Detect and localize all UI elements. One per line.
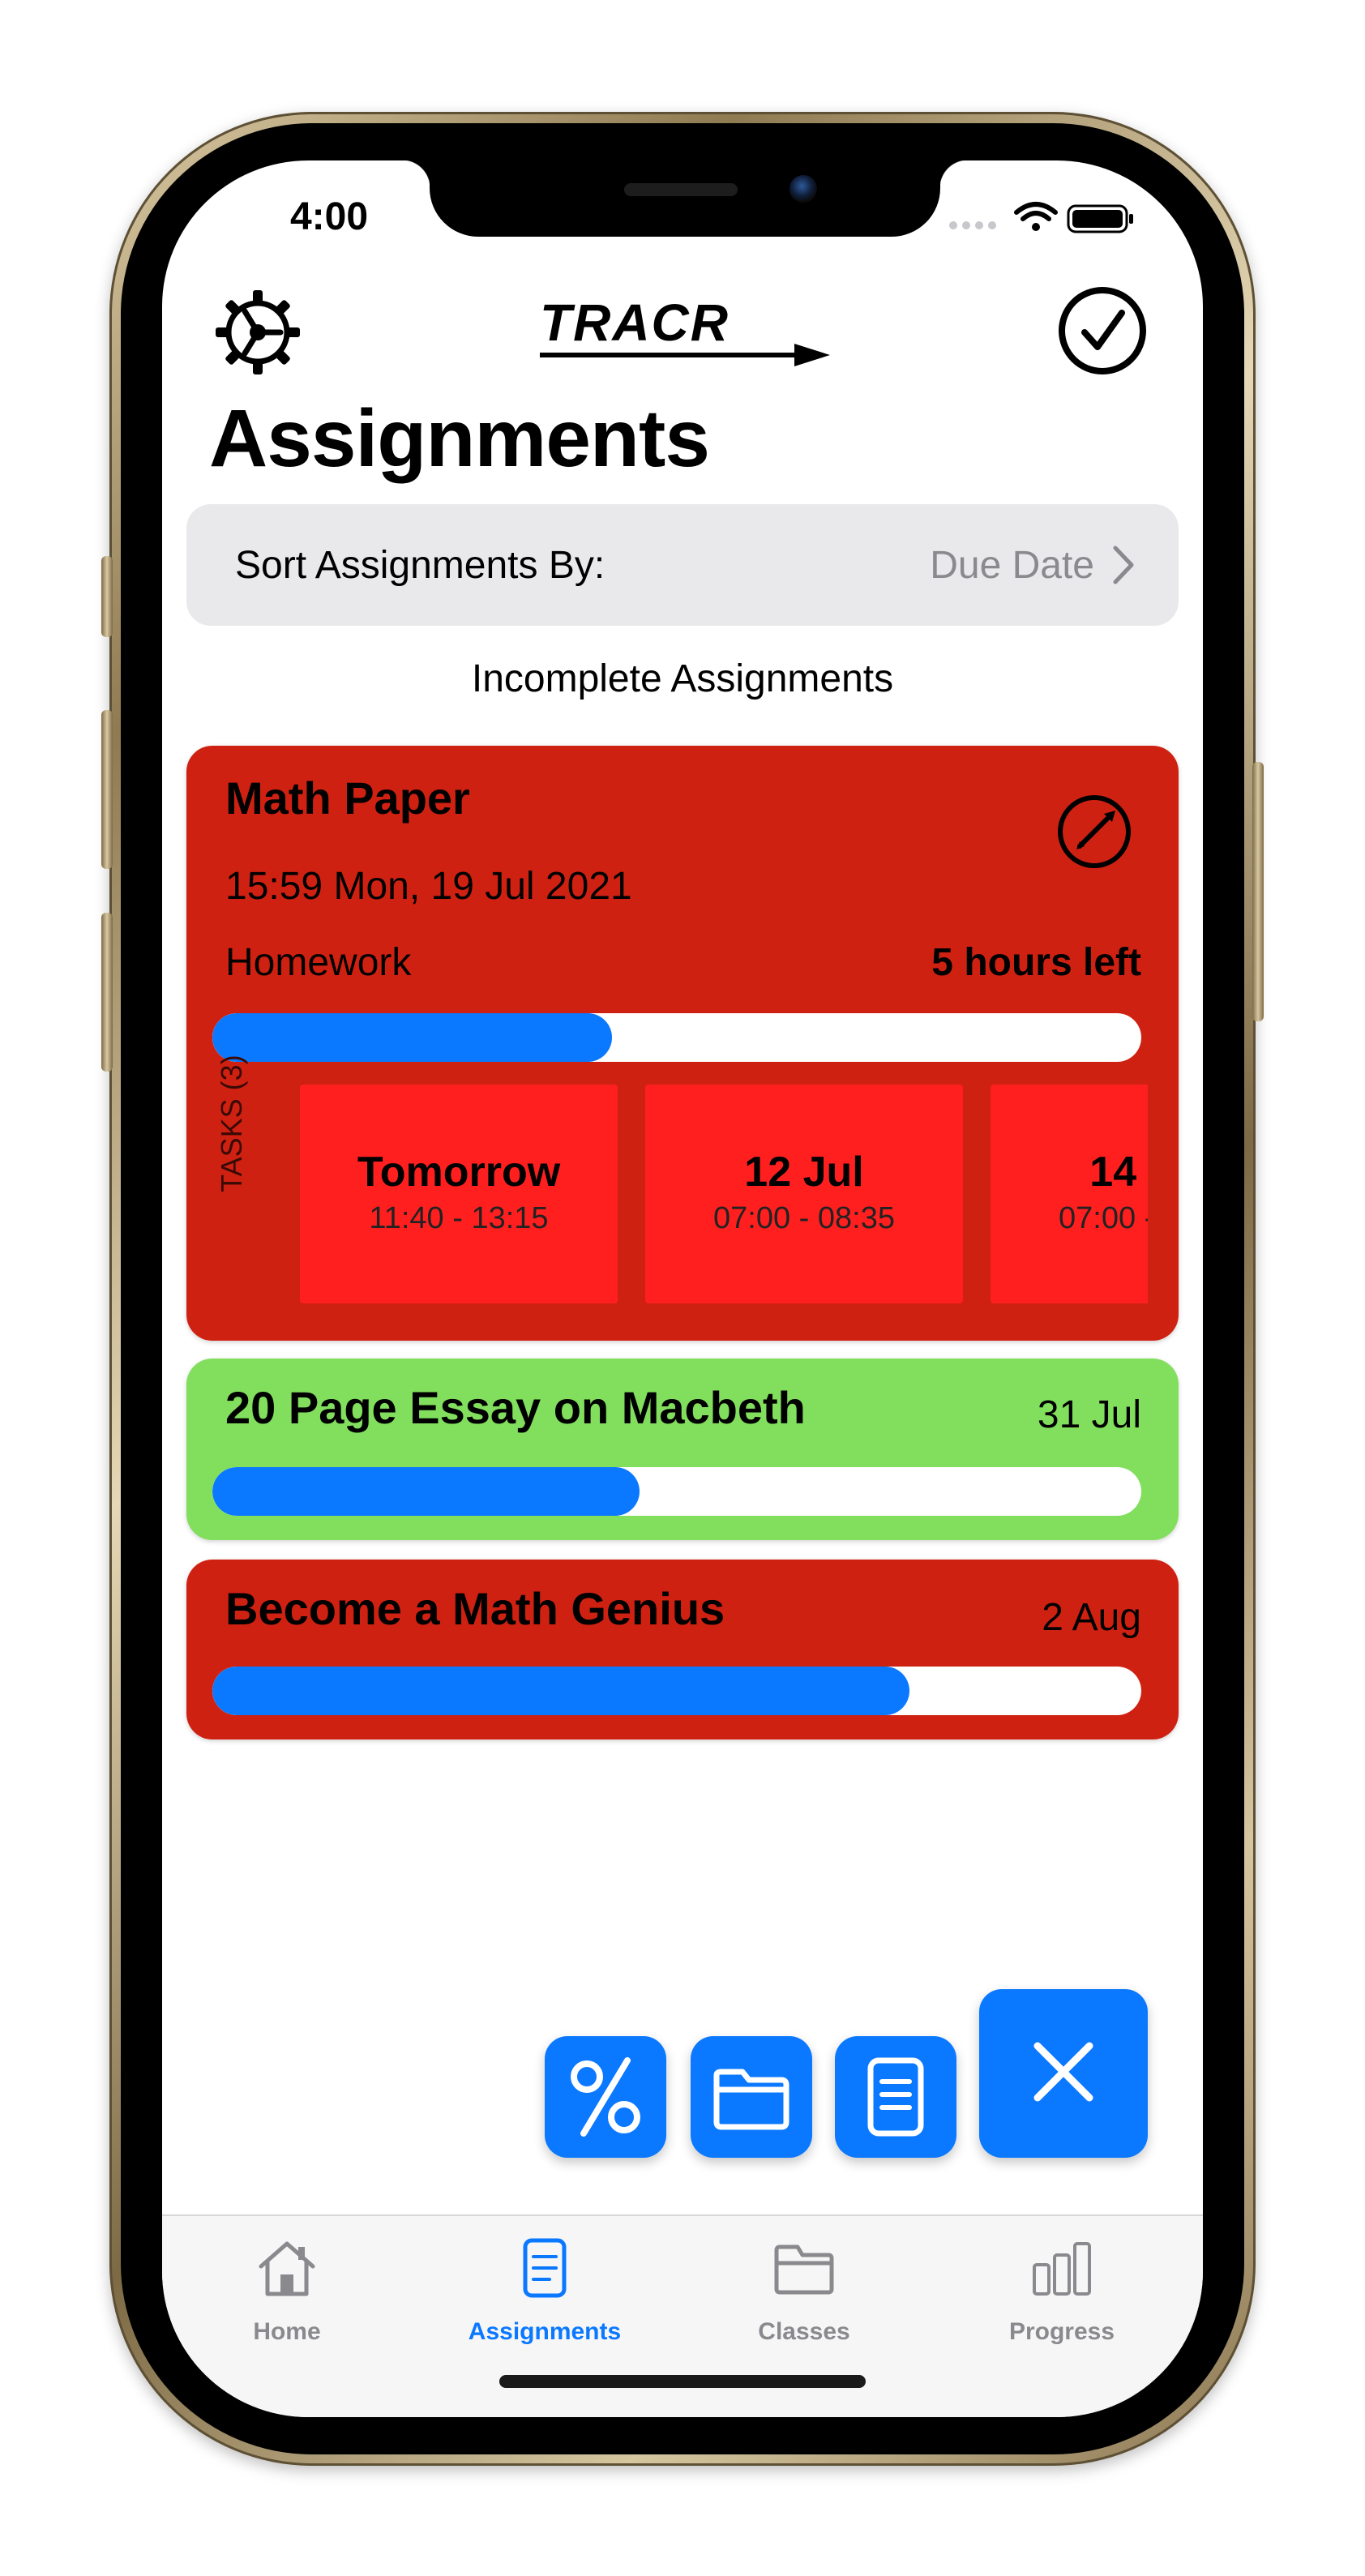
notch bbox=[402, 160, 968, 237]
tab-progress[interactable]: Progress bbox=[956, 2237, 1167, 2351]
assignment-title: 20 Page Essay on Macbeth bbox=[225, 1382, 806, 1433]
assignment-time-left: 5 hours left bbox=[931, 941, 1141, 984]
close-menu-button[interactable] bbox=[979, 1989, 1148, 2158]
progress-bar bbox=[212, 1013, 1141, 1062]
sort-selector[interactable]: Sort Assignments By: Due Date bbox=[186, 504, 1179, 626]
progress-fill bbox=[212, 1013, 612, 1062]
assignment-due-date: 2 Aug bbox=[1042, 1596, 1141, 1639]
volume-up-button bbox=[101, 710, 113, 869]
svg-text:TRACR: TRACR bbox=[540, 295, 730, 352]
assignment-due-date: 15:59 Mon, 19 Jul 2021 bbox=[225, 865, 632, 908]
task-day: 12 Jul bbox=[744, 1149, 864, 1196]
folder-button[interactable] bbox=[691, 2036, 812, 2158]
task-day: Tomorrow bbox=[357, 1149, 561, 1196]
speaker bbox=[624, 183, 738, 196]
task-time: 07:00 - 08:35 bbox=[713, 1201, 895, 1235]
task-time: 11:40 - 13:15 bbox=[369, 1201, 549, 1235]
wifi-icon bbox=[1014, 202, 1058, 221]
home-indicator[interactable] bbox=[499, 2375, 866, 2388]
new-assignment-button[interactable] bbox=[835, 2036, 956, 2158]
progress-fill bbox=[212, 1667, 909, 1715]
assignment-card[interactable]: Become a Math Genius 2 Aug bbox=[186, 1560, 1179, 1739]
assignment-card[interactable]: 20 Page Essay on Macbeth 31 Jul bbox=[186, 1359, 1179, 1540]
folder-icon bbox=[713, 2069, 789, 2130]
volume-down-button bbox=[101, 913, 113, 1072]
assignment-card[interactable]: Math Paper 15:59 Mon, 19 Jul 2021 Homewo… bbox=[186, 746, 1179, 1341]
percent-icon bbox=[571, 2057, 640, 2137]
page-title: Assignments bbox=[209, 393, 710, 484]
tab-label: Classes bbox=[758, 2318, 850, 2345]
battery-icon bbox=[1067, 204, 1133, 233]
percent-button[interactable] bbox=[545, 2036, 666, 2158]
tab-classes[interactable]: Classes bbox=[699, 2237, 909, 2351]
chevron-right-icon bbox=[1113, 546, 1134, 584]
task-tile[interactable]: 12 Jul 07:00 - 08:35 bbox=[645, 1085, 963, 1303]
house-icon bbox=[259, 2241, 315, 2296]
cellular-signal-icon bbox=[949, 221, 996, 229]
task-day: 14 Jul bbox=[1089, 1149, 1148, 1196]
progress-fill bbox=[212, 1467, 640, 1516]
sort-value: Due Date bbox=[930, 544, 1094, 587]
tasks-strip[interactable]: Tomorrow 11:40 - 13:15 12 Jul 07:00 - 08… bbox=[300, 1085, 1148, 1303]
task-time: 07:00 - 08:35 bbox=[1059, 1201, 1148, 1235]
status-time: 4:00 bbox=[289, 195, 369, 238]
assignment-due-date: 31 Jul bbox=[1037, 1393, 1141, 1436]
folder-icon bbox=[774, 2244, 834, 2295]
status-icons bbox=[949, 202, 1133, 233]
assignment-title: Math Paper bbox=[225, 772, 470, 824]
tracr-logo: TRACR bbox=[540, 295, 830, 366]
tab-home[interactable]: Home bbox=[182, 2237, 392, 2351]
task-tile[interactable]: Tomorrow 11:40 - 13:15 bbox=[300, 1085, 618, 1303]
progress-bar bbox=[212, 1467, 1141, 1516]
assignment-title: Become a Math Genius bbox=[225, 1583, 725, 1634]
document-icon bbox=[867, 2057, 924, 2137]
tab-assignments[interactable]: Assignments bbox=[439, 2237, 650, 2351]
power-button bbox=[1252, 762, 1264, 1021]
close-icon bbox=[1033, 2042, 1093, 2102]
front-camera bbox=[789, 175, 817, 203]
complete-check-icon[interactable] bbox=[1057, 285, 1148, 376]
bar-chart-icon bbox=[1033, 2242, 1091, 2296]
screen: 4:00 bbox=[162, 160, 1203, 2417]
tasks-label: TASKS (3) bbox=[215, 1055, 248, 1192]
tab-label: Progress bbox=[1008, 2318, 1115, 2345]
silent-switch bbox=[101, 556, 113, 637]
tab-label: Home bbox=[253, 2318, 321, 2345]
assignment-type: Homework bbox=[225, 941, 412, 984]
settings-gear-icon[interactable] bbox=[212, 287, 303, 378]
task-tile[interactable]: 14 Jul 07:00 - 08:35 bbox=[991, 1085, 1148, 1303]
sort-label: Sort Assignments By: bbox=[235, 544, 605, 587]
tab-label: Assignments bbox=[468, 2318, 622, 2345]
edit-pencil-icon[interactable] bbox=[1055, 793, 1133, 871]
section-title: Incomplete Assignments bbox=[471, 657, 894, 700]
progress-bar bbox=[212, 1667, 1141, 1715]
document-icon bbox=[523, 2238, 567, 2298]
